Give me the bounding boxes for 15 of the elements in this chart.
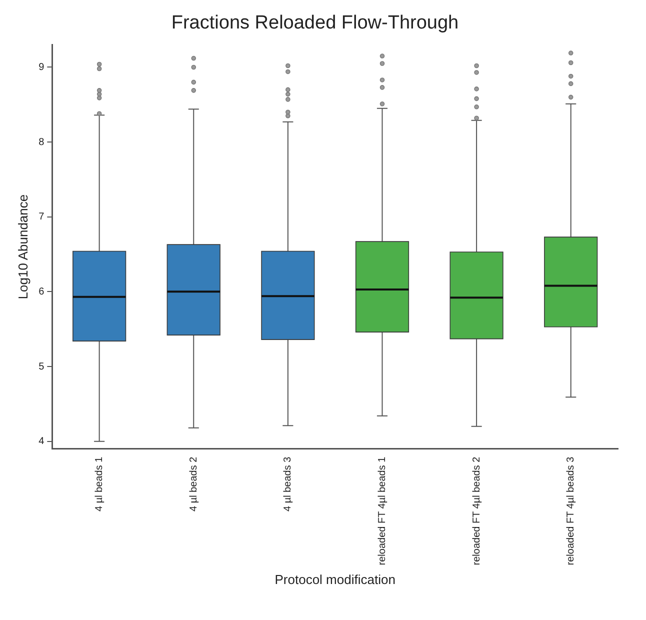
x-tick-label: reloaded FT 4µl beads 3 — [566, 456, 577, 566]
y-tick-label: 5 — [38, 361, 45, 372]
y-tick-label: 8 — [38, 136, 45, 148]
y-tick-label: 6 — [38, 286, 45, 298]
y-tick-label: 4 — [38, 436, 45, 448]
x-tick-label: 4 µl beads 1 — [94, 456, 106, 512]
x-tick-label: 4 µl beads 3 — [282, 456, 294, 512]
x-tick-label: 4 µl beads 2 — [188, 456, 200, 512]
y-axis-title: Log10 Abundance — [15, 194, 30, 300]
y-tick-label: 9 — [38, 62, 45, 73]
x-tick-label: reloaded FT 4µl beads 2 — [471, 456, 482, 566]
y-tick-label: 7 — [38, 212, 45, 223]
chart-title: Fractions Reloaded Flow-Through — [171, 12, 459, 34]
x-axis-title: Protocol modification — [274, 572, 396, 587]
x-tick-label: reloaded FT 4µl beads 1 — [376, 456, 388, 566]
